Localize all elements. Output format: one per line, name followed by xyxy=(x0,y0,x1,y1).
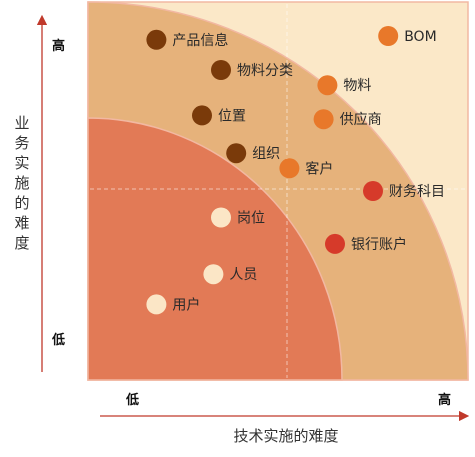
x-tick-high: 高 xyxy=(438,392,451,408)
data-point-label: 岗位 xyxy=(237,211,265,227)
data-point-marker xyxy=(192,105,212,126)
data-point-marker xyxy=(378,26,399,46)
data-point-label: 组织 xyxy=(252,146,280,162)
y-axis-title: 业务实施的难度 xyxy=(14,114,29,252)
data-point-label: 物料 xyxy=(343,78,371,94)
y-tick-low: 低 xyxy=(51,332,65,348)
data-point-label: 银行账户 xyxy=(351,236,407,253)
data-point-label: 财务科目 xyxy=(389,184,445,200)
y-tick-high: 高 xyxy=(52,38,65,54)
data-point-marker xyxy=(313,109,334,130)
data-point-label: 产品信息 xyxy=(172,32,228,49)
data-point-marker xyxy=(211,207,231,228)
data-point-label: 人员 xyxy=(229,267,257,283)
data-point-marker xyxy=(211,60,231,80)
data-point-label: BOM xyxy=(404,29,436,45)
data-point-marker xyxy=(325,233,345,254)
x-axis-title: 技术实施的难度 xyxy=(233,427,338,445)
data-point-marker xyxy=(203,264,224,285)
data-point-label: 用户 xyxy=(172,296,200,313)
data-point-marker xyxy=(146,29,167,50)
zone-inner xyxy=(87,117,343,381)
data-point-label: 客户 xyxy=(305,160,333,177)
plot-zones xyxy=(87,1,469,381)
grid-lines xyxy=(90,4,466,378)
data-point-marker xyxy=(279,158,300,179)
data-point-label: 物料分类 xyxy=(237,63,293,79)
x-tick-low: 低 xyxy=(125,392,139,408)
data-point-label: 供应商 xyxy=(340,111,382,128)
data-point-marker xyxy=(226,143,247,164)
data-point-marker xyxy=(146,294,167,315)
data-point-label: 位置 xyxy=(218,108,246,124)
data-point-marker xyxy=(317,75,338,96)
data-point-marker xyxy=(363,181,383,201)
